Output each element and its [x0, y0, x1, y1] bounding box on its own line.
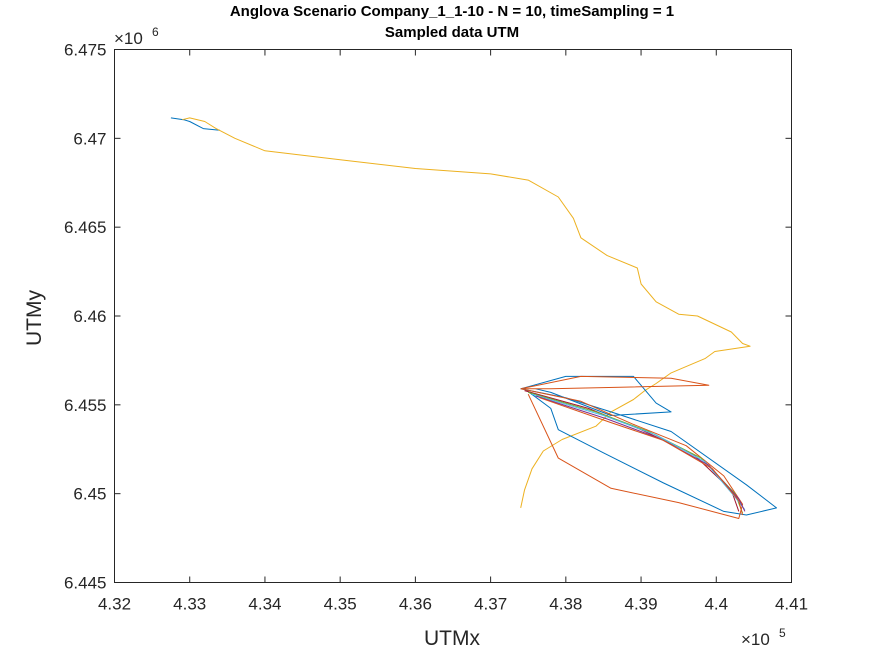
series-line-4	[520, 375, 710, 390]
chart-subtitle: Sampled data UTM	[385, 24, 519, 41]
x-axis-label: UTMx	[424, 627, 480, 650]
series-line-1	[170, 117, 220, 131]
x-tick-label: 4.39	[625, 595, 658, 614]
x-exponent-base: ×10	[741, 630, 770, 649]
x-tick-label: 4.41	[775, 595, 808, 614]
chart-title: Anglova Scenario Company_1_1-10 - N = 10…	[230, 3, 674, 20]
y-tick-label: 6.45	[73, 485, 106, 504]
series-line-11	[539, 397, 744, 516]
plot-area	[114, 49, 792, 583]
y-tick-label: 6.465	[64, 218, 107, 237]
x-tick-label: 4.32	[98, 595, 131, 614]
y-tick-label: 6.475	[64, 41, 107, 60]
x-tick-label: 4.4	[704, 595, 728, 614]
y-tick-label: 6.455	[64, 396, 107, 415]
x-tick-label: 4.38	[549, 595, 582, 614]
series-line-9	[531, 393, 746, 511]
x-tick-label: 4.35	[324, 595, 357, 614]
series-line-5	[520, 388, 777, 516]
x-exponent: ×10 5	[741, 626, 786, 649]
y-tick-label: 6.46	[73, 307, 106, 326]
x-tick-label: 4.36	[399, 595, 432, 614]
series-layer	[170, 117, 777, 519]
x-tick-label: 4.33	[173, 595, 206, 614]
x-axis: 4.32 4.33 4.34 4.35 4.36 4.37 4.38 4.39 4.4 4.41	[98, 49, 808, 614]
y-exponent-power: 6	[152, 25, 159, 39]
series-line-6	[520, 388, 744, 519]
series-line-3	[520, 375, 672, 416]
y-exponent-base: ×10	[114, 29, 143, 48]
y-tick-label: 6.445	[64, 574, 107, 593]
y-axis-label: UTMy	[23, 290, 46, 346]
x-exponent-power: 5	[779, 626, 786, 640]
x-tick-label: 4.34	[248, 595, 281, 614]
y-exponent: ×10 6	[114, 25, 159, 48]
y-tick-label: 6.47	[73, 129, 106, 148]
x-tick-label: 4.37	[474, 595, 507, 614]
y-axis: 6.445 6.45 6.455 6.46 6.465 6.47 6.475	[64, 41, 792, 593]
